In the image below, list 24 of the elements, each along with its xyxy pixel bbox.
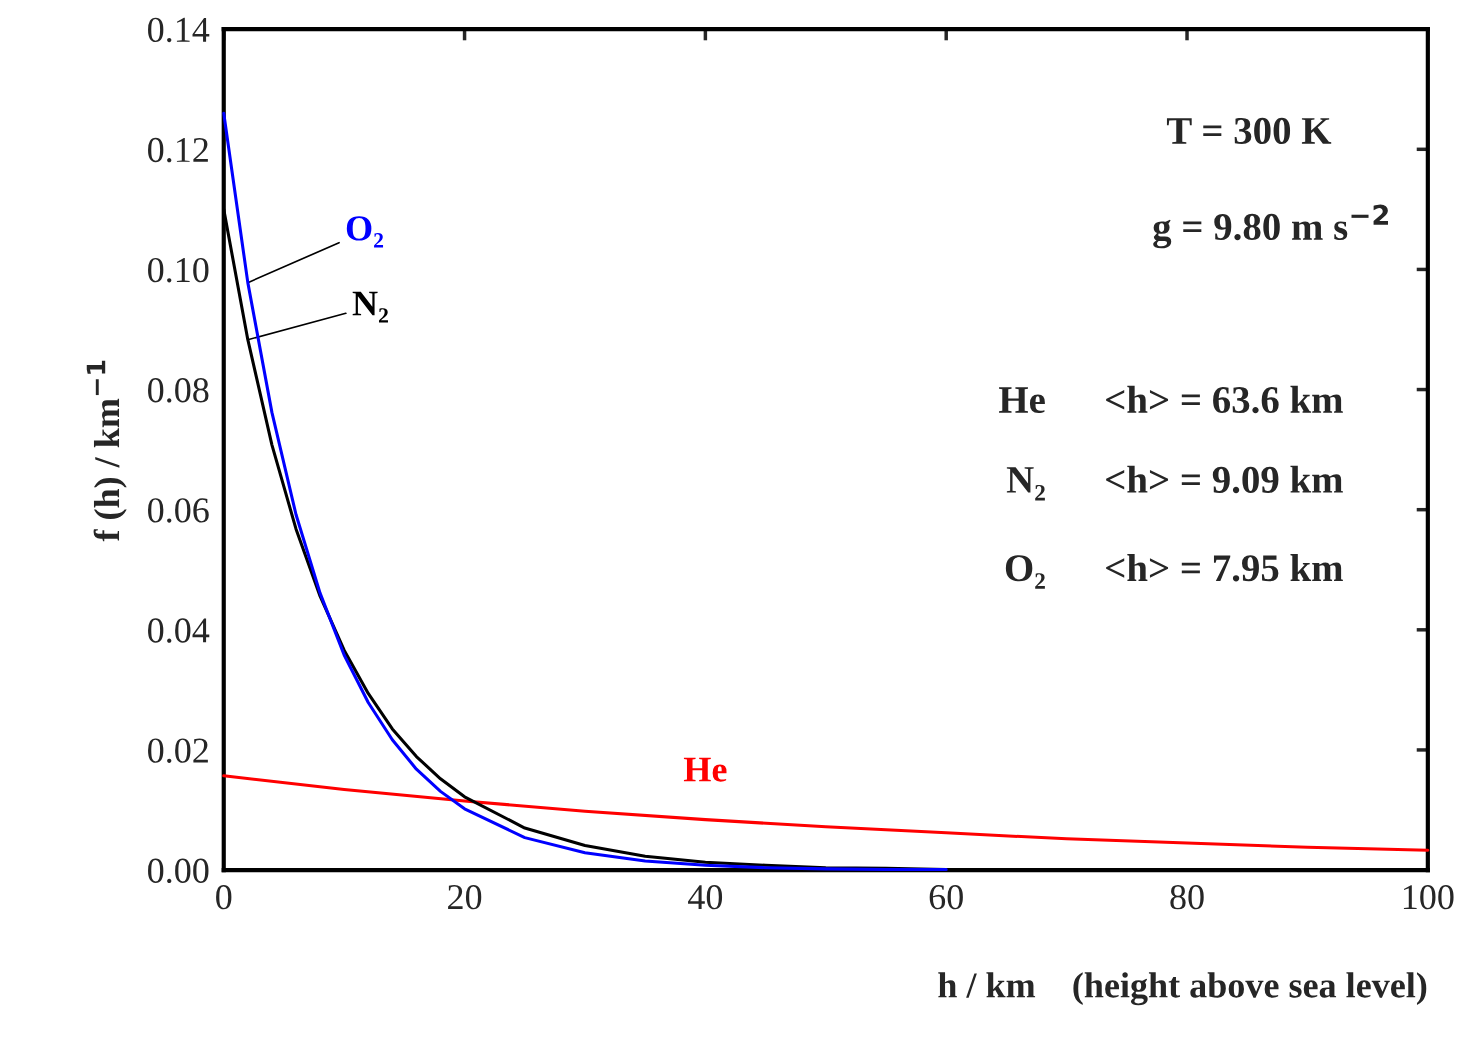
y-tick-label: 0.06 bbox=[148, 498, 209, 523]
y-tick-label: 0.10 bbox=[148, 257, 209, 283]
y-tick-label: 0.04 bbox=[148, 618, 210, 643]
annotation: He <h> = 63.6 km bbox=[999, 385, 1343, 414]
y-tick-label: 0.00 bbox=[148, 858, 209, 884]
y-tick-label: 0.12 bbox=[148, 137, 208, 163]
annotation: N₂ <h> = 9.09 km bbox=[1006, 465, 1343, 501]
x-tick-label: 100 bbox=[1403, 885, 1454, 910]
annotation: O₂ <h> = 7.95 km bbox=[1005, 553, 1343, 589]
x-tick-label: 40 bbox=[688, 885, 723, 910]
annotation: T = 300 K bbox=[1166, 117, 1332, 145]
y-tick-label: 0.14 bbox=[148, 17, 210, 43]
annotation: g = 9.80 m s$^{−2}$ bbox=[1153, 204, 1388, 249]
x-tick-label: 80 bbox=[1170, 885, 1204, 910]
x-tick-label: 20 bbox=[448, 885, 482, 910]
x-tick-label: 60 bbox=[929, 885, 963, 910]
y-axis-title: f (h) / km$^{−1}$ bbox=[86, 360, 127, 542]
legend-label: N₂ bbox=[352, 291, 388, 323]
x-tick-label: 0 bbox=[216, 885, 232, 910]
x-axis-title: h / km (height above sea level) bbox=[938, 972, 1427, 1006]
y-tick-label: 0.08 bbox=[148, 378, 209, 403]
text: O₂ bbox=[346, 216, 384, 248]
series-label: He bbox=[683, 757, 727, 782]
y-tick-label: 0.02 bbox=[148, 738, 208, 763]
